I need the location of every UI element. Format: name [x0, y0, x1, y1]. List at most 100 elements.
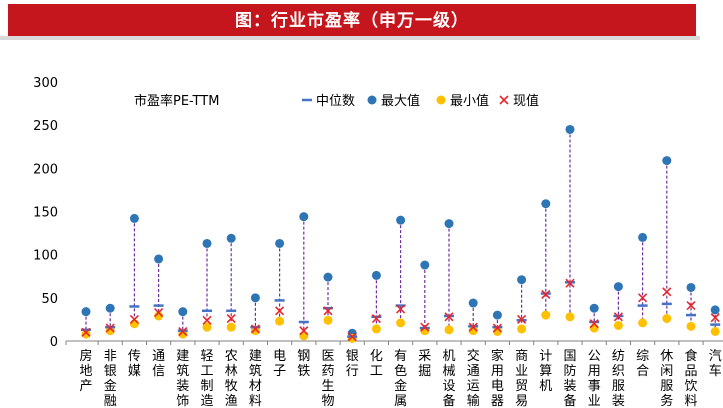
x-tick-label: 化工: [370, 349, 383, 379]
current-marker: [323, 306, 333, 316]
legend-median-label: 中位数: [316, 94, 355, 109]
current-marker: [468, 322, 478, 332]
x-tick-label: 有色金属: [394, 349, 407, 408]
current-marker: [250, 324, 260, 334]
min-point: [444, 325, 454, 335]
x-tick-label: 交通运输: [467, 348, 480, 408]
current-marker: [492, 323, 502, 333]
min-point: [129, 319, 139, 329]
x-tick-label: 纺织服装: [612, 349, 625, 408]
max-point: [589, 303, 599, 313]
x-tick-label: 综合: [636, 349, 649, 379]
min-point: [662, 314, 672, 324]
current-marker: [347, 332, 357, 342]
current-marker: [444, 312, 454, 322]
max-point: [323, 272, 333, 282]
x-tick-label: 医药生物: [321, 349, 334, 408]
min-point: [275, 316, 285, 326]
min-point: [638, 318, 648, 328]
y-tick-label: 150: [33, 206, 58, 221]
max-point: [202, 238, 212, 248]
x-tick-label: 国防装备: [563, 349, 576, 408]
max-point: [420, 260, 430, 270]
y-tick-label: 200: [33, 162, 58, 177]
current-marker: [638, 293, 648, 303]
x-tick-label: 建筑装饰: [176, 349, 189, 408]
title-banner: 图：行业市盈率（申万一级）: [8, 4, 696, 38]
min-point: [589, 323, 599, 333]
x-tick-label: 计算机: [539, 349, 552, 394]
y-tick-label: 250: [33, 119, 58, 134]
max-point: [178, 307, 188, 317]
x-tick-label: 家用电器: [491, 348, 504, 408]
legend-max-label: 最大值: [381, 93, 420, 109]
min-point: [323, 315, 333, 325]
figure-title: 图：行业市盈率（申万一级）: [235, 11, 469, 31]
max-point: [541, 199, 551, 209]
x-tick-label: 食品饮料: [684, 348, 697, 408]
min-point: [686, 321, 696, 331]
x-tick-label: 汽车: [709, 349, 722, 379]
max-point: [565, 124, 575, 134]
current-marker: [129, 314, 139, 324]
current-marker: [275, 306, 285, 316]
max-point: [444, 219, 454, 229]
current-marker: [517, 314, 527, 324]
x-tick-label: 机械设备: [442, 349, 455, 408]
min-point: [541, 310, 551, 320]
min-point: [226, 322, 236, 332]
x-tick-label: 采掘: [418, 349, 431, 379]
current-marker: [396, 304, 406, 314]
current-marker: [420, 322, 430, 332]
max-point: [638, 232, 648, 242]
current-marker: [154, 307, 164, 318]
legend-min-label: 最小值: [450, 93, 489, 109]
max-point: [468, 298, 478, 308]
current-marker: [81, 327, 91, 337]
current-marker: [565, 278, 575, 288]
x-tick-label: 非银金融: [104, 349, 117, 408]
current-marker: [613, 312, 623, 322]
max-point: [662, 156, 672, 166]
x-tick-label: 传媒: [128, 349, 141, 379]
current-marker: [686, 301, 696, 311]
max-point: [105, 303, 115, 313]
max-point: [81, 307, 91, 317]
x-tick-label: 建筑材料: [249, 349, 262, 408]
min-point: [396, 318, 406, 328]
max-point: [492, 310, 502, 320]
x-tick-label: 农林牧渔: [225, 349, 238, 408]
min-point: [81, 329, 91, 339]
legend-current-label: 现值: [513, 93, 539, 109]
x-tick-label: 电子: [273, 349, 286, 379]
max-point: [275, 238, 285, 248]
min-point: [347, 333, 357, 343]
max-point: [710, 305, 720, 315]
y-tick-label: 300: [33, 76, 58, 91]
min-point: [565, 312, 575, 322]
chart-title: 市盈率PE-TTM: [134, 93, 219, 109]
y-tick-label: 0: [50, 335, 58, 350]
x-tick-label: 钢铁: [297, 349, 310, 379]
x-tick-label: 银行: [346, 349, 359, 379]
max-point: [686, 282, 696, 292]
x-tick-label: 公用事业: [588, 349, 601, 408]
y-tick-label: 50: [41, 292, 58, 307]
current-marker: [662, 287, 672, 297]
current-marker: [710, 313, 720, 323]
y-tick-label: 100: [33, 249, 58, 264]
current-marker: [202, 315, 212, 325]
max-point: [517, 275, 527, 285]
min-point: [202, 322, 212, 332]
max-point: [129, 213, 139, 223]
max-point: [371, 270, 381, 280]
max-point: [396, 215, 406, 225]
current-marker: [589, 319, 599, 329]
legend-max-swatch: [367, 95, 377, 105]
x-tick-label: 通信: [152, 349, 165, 379]
min-point: [710, 327, 720, 337]
x-tick-label: 轻工制造: [200, 349, 213, 408]
x-tick-label: 商业贸易: [515, 349, 528, 408]
max-point: [299, 212, 309, 222]
